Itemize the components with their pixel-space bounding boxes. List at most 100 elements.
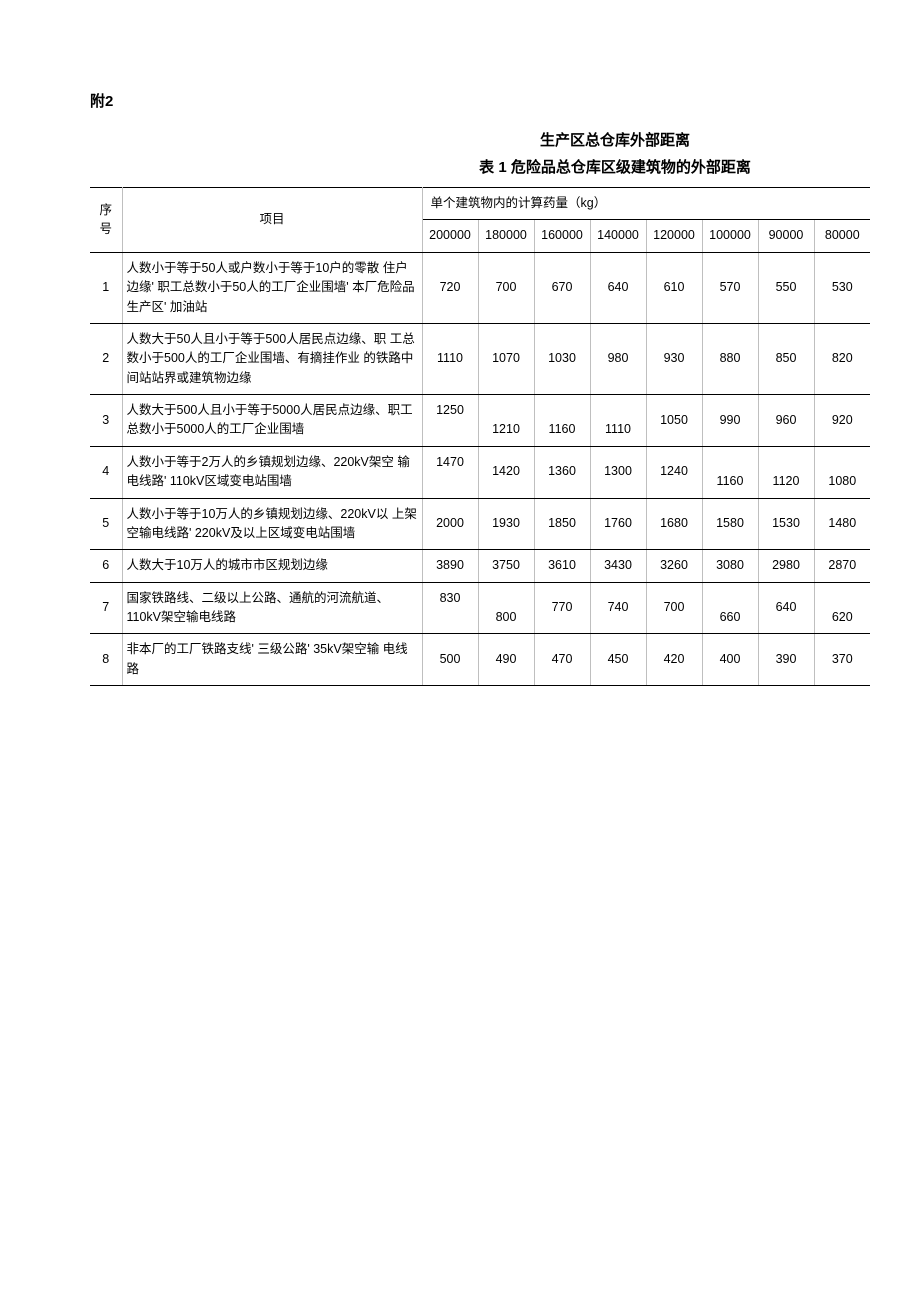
col-header-num: 序 号 (90, 188, 122, 253)
value-cell: 930 (646, 323, 702, 394)
row-number: 8 (90, 634, 122, 686)
row-number: 6 (90, 550, 122, 582)
row-number: 5 (90, 498, 122, 550)
value-cell: 1420 (478, 446, 534, 498)
value-cell: 1070 (478, 323, 534, 394)
value-cell: 980 (590, 323, 646, 394)
row-number: 1 (90, 252, 122, 323)
value-cell: 1160 (702, 446, 758, 498)
table-row: 5人数小于等于10万人的乡镇规划边缘、220kV以 上架空输电线路' 220kV… (90, 498, 870, 550)
row-description: 人数小于等于50人或户数小于等于10户的零散 住户边缘' 职工总数小于50人的工… (122, 252, 422, 323)
table-head: 序 号 项目 单个建筑物内的计算药量（kg） 200000 180000 160… (90, 188, 870, 253)
weight-header: 100000 (702, 220, 758, 252)
value-cell: 830 (422, 582, 478, 634)
value-cell: 1760 (590, 498, 646, 550)
value-cell: 3430 (590, 550, 646, 582)
value-cell: 960 (758, 395, 814, 447)
value-cell: 390 (758, 634, 814, 686)
weight-header: 80000 (814, 220, 870, 252)
value-cell: 770 (534, 582, 590, 634)
table-row: 1人数小于等于50人或户数小于等于10户的零散 住户边缘' 职工总数小于50人的… (90, 252, 870, 323)
value-cell: 640 (590, 252, 646, 323)
value-cell: 450 (590, 634, 646, 686)
value-cell: 610 (646, 252, 702, 323)
value-cell: 570 (702, 252, 758, 323)
value-cell: 370 (814, 634, 870, 686)
value-cell: 1250 (422, 395, 478, 447)
weight-header: 200000 (422, 220, 478, 252)
value-cell: 700 (478, 252, 534, 323)
col-header-group: 单个建筑物内的计算药量（kg） (422, 188, 870, 220)
value-cell: 660 (702, 582, 758, 634)
table-row: 4人数小于等于2万人的乡镇规划边缘、220kV架空 输电线路' 110kV区域变… (90, 446, 870, 498)
col-header-item: 项目 (122, 188, 422, 253)
value-cell: 1210 (478, 395, 534, 447)
value-cell: 880 (702, 323, 758, 394)
table-row: 2人数大于50人且小于等于500人居民点边缘、职 工总数小于500人的工厂企业围… (90, 323, 870, 394)
value-cell: 420 (646, 634, 702, 686)
value-cell: 3610 (534, 550, 590, 582)
value-cell: 2000 (422, 498, 478, 550)
table-caption: 表 1 危险品总仓库区级建筑物的外部距离 (90, 156, 860, 177)
row-description: 人数小于等于10万人的乡镇规划边缘、220kV以 上架空输电线路' 220kV及… (122, 498, 422, 550)
row-description: 非本厂的工厂铁路支线' 三级公路' 35kV架空输 电线路 (122, 634, 422, 686)
value-cell: 740 (590, 582, 646, 634)
value-cell: 1240 (646, 446, 702, 498)
value-cell: 500 (422, 634, 478, 686)
value-cell: 1110 (422, 323, 478, 394)
weight-header: 140000 (590, 220, 646, 252)
value-cell: 470 (534, 634, 590, 686)
value-cell: 820 (814, 323, 870, 394)
value-cell: 1050 (646, 395, 702, 447)
table-row: 8非本厂的工厂铁路支线' 三级公路' 35kV架空输 电线路5004904704… (90, 634, 870, 686)
table-row: 6人数大于10万人的城市市区规划边缘3890375036103430326030… (90, 550, 870, 582)
value-cell: 400 (702, 634, 758, 686)
value-cell: 1580 (702, 498, 758, 550)
weight-header: 120000 (646, 220, 702, 252)
value-cell: 640 (758, 582, 814, 634)
value-cell: 990 (702, 395, 758, 447)
value-cell: 1080 (814, 446, 870, 498)
value-cell: 530 (814, 252, 870, 323)
distance-table: 序 号 项目 单个建筑物内的计算药量（kg） 200000 180000 160… (90, 187, 870, 686)
value-cell: 3080 (702, 550, 758, 582)
doc-title: 生产区总仓库外部距离 (90, 129, 860, 150)
value-cell: 920 (814, 395, 870, 447)
weight-header: 180000 (478, 220, 534, 252)
weight-header: 160000 (534, 220, 590, 252)
value-cell: 850 (758, 323, 814, 394)
table-body: 1人数小于等于50人或户数小于等于10户的零散 住户边缘' 职工总数小于50人的… (90, 252, 870, 685)
row-description: 国家铁路线、二级以上公路、通航的河流航道、110kV架空输电线路 (122, 582, 422, 634)
value-cell: 3260 (646, 550, 702, 582)
value-cell: 490 (478, 634, 534, 686)
row-number: 3 (90, 395, 122, 447)
row-number: 2 (90, 323, 122, 394)
value-cell: 1120 (758, 446, 814, 498)
row-description: 人数小于等于2万人的乡镇规划边缘、220kV架空 输电线路' 110kV区域变电… (122, 446, 422, 498)
table-row: 3人数大于500人且小于等于5000人居民点边缘、职工总数小于5000人的工厂企… (90, 395, 870, 447)
value-cell: 1160 (534, 395, 590, 447)
row-description: 人数大于50人且小于等于500人居民点边缘、职 工总数小于500人的工厂企业围墙… (122, 323, 422, 394)
row-description: 人数大于500人且小于等于5000人居民点边缘、职工总数小于5000人的工厂企业… (122, 395, 422, 447)
row-number: 4 (90, 446, 122, 498)
value-cell: 1030 (534, 323, 590, 394)
value-cell: 800 (478, 582, 534, 634)
value-cell: 1300 (590, 446, 646, 498)
value-cell: 700 (646, 582, 702, 634)
value-cell: 1110 (590, 395, 646, 447)
value-cell: 670 (534, 252, 590, 323)
value-cell: 2980 (758, 550, 814, 582)
value-cell: 1360 (534, 446, 590, 498)
table-row: 7国家铁路线、二级以上公路、通航的河流航道、110kV架空输电线路8308007… (90, 582, 870, 634)
value-cell: 2870 (814, 550, 870, 582)
row-number: 7 (90, 582, 122, 634)
value-cell: 620 (814, 582, 870, 634)
value-cell: 1480 (814, 498, 870, 550)
weight-header: 90000 (758, 220, 814, 252)
value-cell: 720 (422, 252, 478, 323)
appendix-label: 附2 (90, 90, 860, 111)
value-cell: 1680 (646, 498, 702, 550)
value-cell: 3750 (478, 550, 534, 582)
row-description: 人数大于10万人的城市市区规划边缘 (122, 550, 422, 582)
value-cell: 3890 (422, 550, 478, 582)
